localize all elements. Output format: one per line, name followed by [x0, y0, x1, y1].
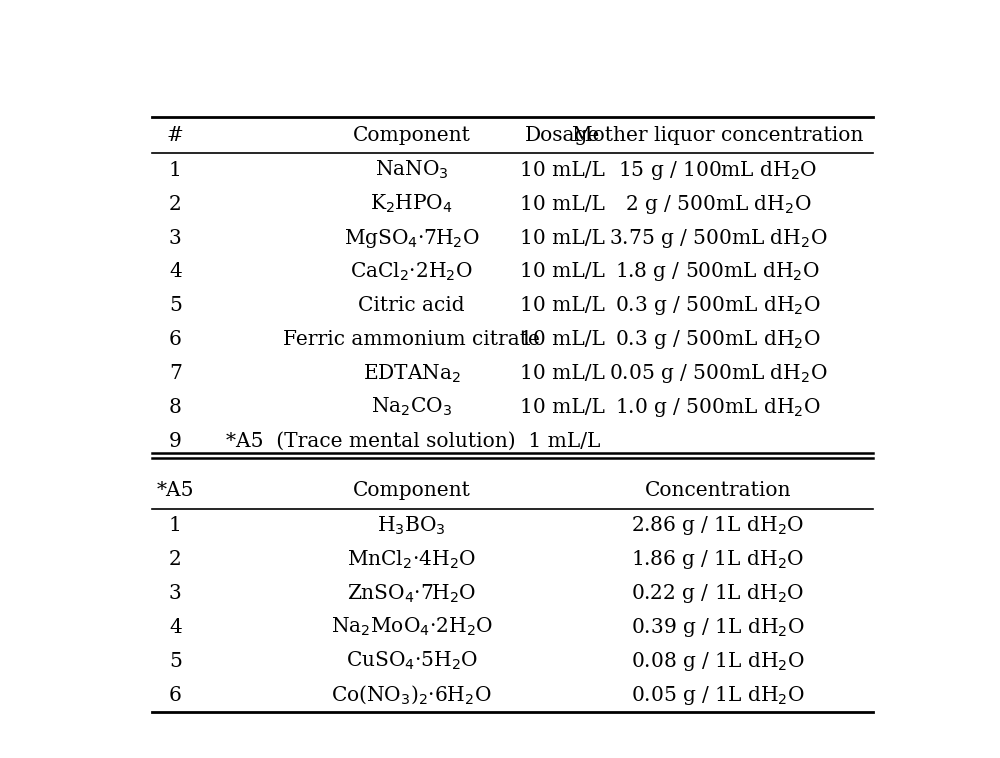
Text: K$_2$HPO$_4$: K$_2$HPO$_4$ — [370, 193, 453, 215]
Text: Component: Component — [353, 126, 471, 145]
Text: Concentration: Concentration — [645, 481, 791, 500]
Text: 1.8 g / 500mL dH$_2$O: 1.8 g / 500mL dH$_2$O — [615, 261, 820, 283]
Text: 8: 8 — [169, 398, 182, 417]
Text: 10 mL/L: 10 mL/L — [520, 262, 605, 281]
Text: #: # — [167, 126, 184, 145]
Text: 10 mL/L: 10 mL/L — [520, 364, 605, 383]
Text: Ferric ammonium citrate: Ferric ammonium citrate — [283, 330, 540, 349]
Text: Citric acid: Citric acid — [358, 296, 465, 315]
Text: 10 mL/L: 10 mL/L — [520, 161, 605, 180]
Text: H$_3$BO$_3$: H$_3$BO$_3$ — [377, 515, 446, 537]
Text: 1.0 g / 500mL dH$_2$O: 1.0 g / 500mL dH$_2$O — [615, 396, 821, 419]
Text: 2.86 g / 1L dH$_2$O: 2.86 g / 1L dH$_2$O — [631, 514, 804, 537]
Text: 1: 1 — [169, 516, 182, 535]
Text: Na$_2$MoO$_4$·2H$_2$O: Na$_2$MoO$_4$·2H$_2$O — [331, 616, 493, 638]
Text: EDTANa$_2$: EDTANa$_2$ — [363, 362, 461, 384]
Text: 10 mL/L: 10 mL/L — [520, 296, 605, 315]
Text: 3: 3 — [169, 584, 182, 603]
Text: 4: 4 — [169, 618, 182, 637]
Text: 9: 9 — [169, 431, 182, 451]
Text: 10 mL/L: 10 mL/L — [520, 195, 605, 214]
Text: MnCl$_2$·4H$_2$O: MnCl$_2$·4H$_2$O — [347, 549, 476, 571]
Text: 10 mL/L: 10 mL/L — [520, 398, 605, 417]
Text: 1: 1 — [169, 161, 182, 180]
Text: CaCl$_2$·2H$_2$O: CaCl$_2$·2H$_2$O — [350, 261, 473, 283]
Text: *A5: *A5 — [157, 481, 194, 500]
Text: 10 mL/L: 10 mL/L — [520, 330, 605, 349]
Text: 2: 2 — [169, 550, 182, 569]
Text: 6: 6 — [169, 685, 182, 704]
Text: 10 mL/L: 10 mL/L — [520, 229, 605, 248]
Text: 6: 6 — [169, 330, 182, 349]
Text: CuSO$_4$·5H$_2$O: CuSO$_4$·5H$_2$O — [346, 650, 478, 672]
Text: 3.75 g / 500mL dH$_2$O: 3.75 g / 500mL dH$_2$O — [609, 227, 827, 249]
Text: 2: 2 — [169, 195, 182, 214]
Text: 0.3 g / 500mL dH$_2$O: 0.3 g / 500mL dH$_2$O — [615, 328, 821, 351]
Text: 0.39 g / 1L dH$_2$O: 0.39 g / 1L dH$_2$O — [631, 615, 805, 639]
Text: 3: 3 — [169, 229, 182, 248]
Text: ZnSO$_4$·7H$_2$O: ZnSO$_4$·7H$_2$O — [347, 582, 476, 605]
Text: 4: 4 — [169, 262, 182, 281]
Text: 5: 5 — [169, 652, 182, 671]
Text: Co(NO$_3$)$_2$·6H$_2$O: Co(NO$_3$)$_2$·6H$_2$O — [331, 684, 492, 706]
Text: MgSO$_4$·7H$_2$O: MgSO$_4$·7H$_2$O — [344, 227, 480, 249]
Text: Component: Component — [353, 481, 471, 500]
Text: NaNO$_3$: NaNO$_3$ — [375, 159, 449, 181]
Text: 0.08 g / 1L dH$_2$O: 0.08 g / 1L dH$_2$O — [631, 650, 805, 672]
Text: *A5  (Trace mental solution)  1 mL/L: *A5 (Trace mental solution) 1 mL/L — [226, 431, 600, 451]
Text: 0.22 g / 1L dH$_2$O: 0.22 g / 1L dH$_2$O — [631, 582, 804, 605]
Text: 7: 7 — [169, 364, 182, 383]
Text: Mother liquor concentration: Mother liquor concentration — [572, 126, 864, 145]
Text: 1.86 g / 1L dH$_2$O: 1.86 g / 1L dH$_2$O — [631, 548, 804, 571]
Text: 0.05 g / 500mL dH$_2$O: 0.05 g / 500mL dH$_2$O — [609, 362, 827, 385]
Text: 15 g / 100mL dH$_2$O: 15 g / 100mL dH$_2$O — [618, 159, 817, 182]
Text: 0.3 g / 500mL dH$_2$O: 0.3 g / 500mL dH$_2$O — [615, 294, 821, 318]
Text: Dosage: Dosage — [525, 126, 600, 145]
Text: 0.05 g / 1L dH$_2$O: 0.05 g / 1L dH$_2$O — [631, 684, 805, 706]
Text: 2 g / 500mL dH$_2$O: 2 g / 500mL dH$_2$O — [625, 193, 811, 216]
Text: Na$_2$CO$_3$: Na$_2$CO$_3$ — [371, 396, 452, 418]
Text: 5: 5 — [169, 296, 182, 315]
